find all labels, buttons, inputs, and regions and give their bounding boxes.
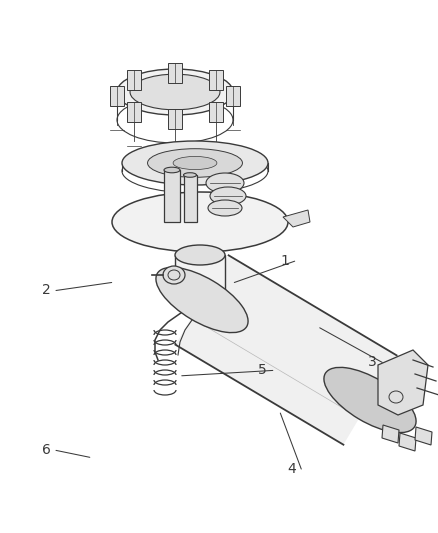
- Ellipse shape: [175, 290, 225, 310]
- Ellipse shape: [206, 173, 244, 193]
- Ellipse shape: [112, 192, 288, 252]
- Bar: [175, 255, 225, 300]
- Ellipse shape: [148, 149, 243, 177]
- Bar: [209, 102, 223, 122]
- Polygon shape: [399, 433, 416, 451]
- Ellipse shape: [122, 141, 268, 185]
- Bar: [168, 109, 182, 129]
- Bar: [209, 70, 223, 90]
- Bar: [110, 86, 124, 106]
- Ellipse shape: [184, 173, 197, 177]
- Bar: [184, 175, 197, 222]
- Polygon shape: [283, 210, 310, 227]
- Text: 4: 4: [287, 462, 296, 476]
- Polygon shape: [378, 350, 428, 415]
- Text: 6: 6: [42, 443, 50, 457]
- Bar: [226, 86, 240, 106]
- Bar: [127, 70, 141, 90]
- Ellipse shape: [210, 187, 246, 205]
- Polygon shape: [382, 425, 399, 443]
- Ellipse shape: [164, 167, 180, 173]
- Polygon shape: [415, 427, 432, 445]
- Text: 2: 2: [42, 284, 50, 297]
- Bar: [168, 63, 182, 83]
- Ellipse shape: [173, 156, 217, 169]
- Ellipse shape: [156, 268, 248, 333]
- Ellipse shape: [163, 266, 185, 284]
- Text: 3: 3: [368, 356, 377, 369]
- Ellipse shape: [117, 69, 233, 115]
- Ellipse shape: [130, 74, 220, 110]
- Bar: [164, 170, 180, 222]
- Ellipse shape: [324, 367, 416, 433]
- Ellipse shape: [208, 200, 242, 216]
- Polygon shape: [175, 255, 396, 445]
- Text: 5: 5: [258, 364, 267, 377]
- Ellipse shape: [175, 245, 225, 265]
- Bar: [127, 102, 141, 122]
- Text: 1: 1: [280, 254, 289, 268]
